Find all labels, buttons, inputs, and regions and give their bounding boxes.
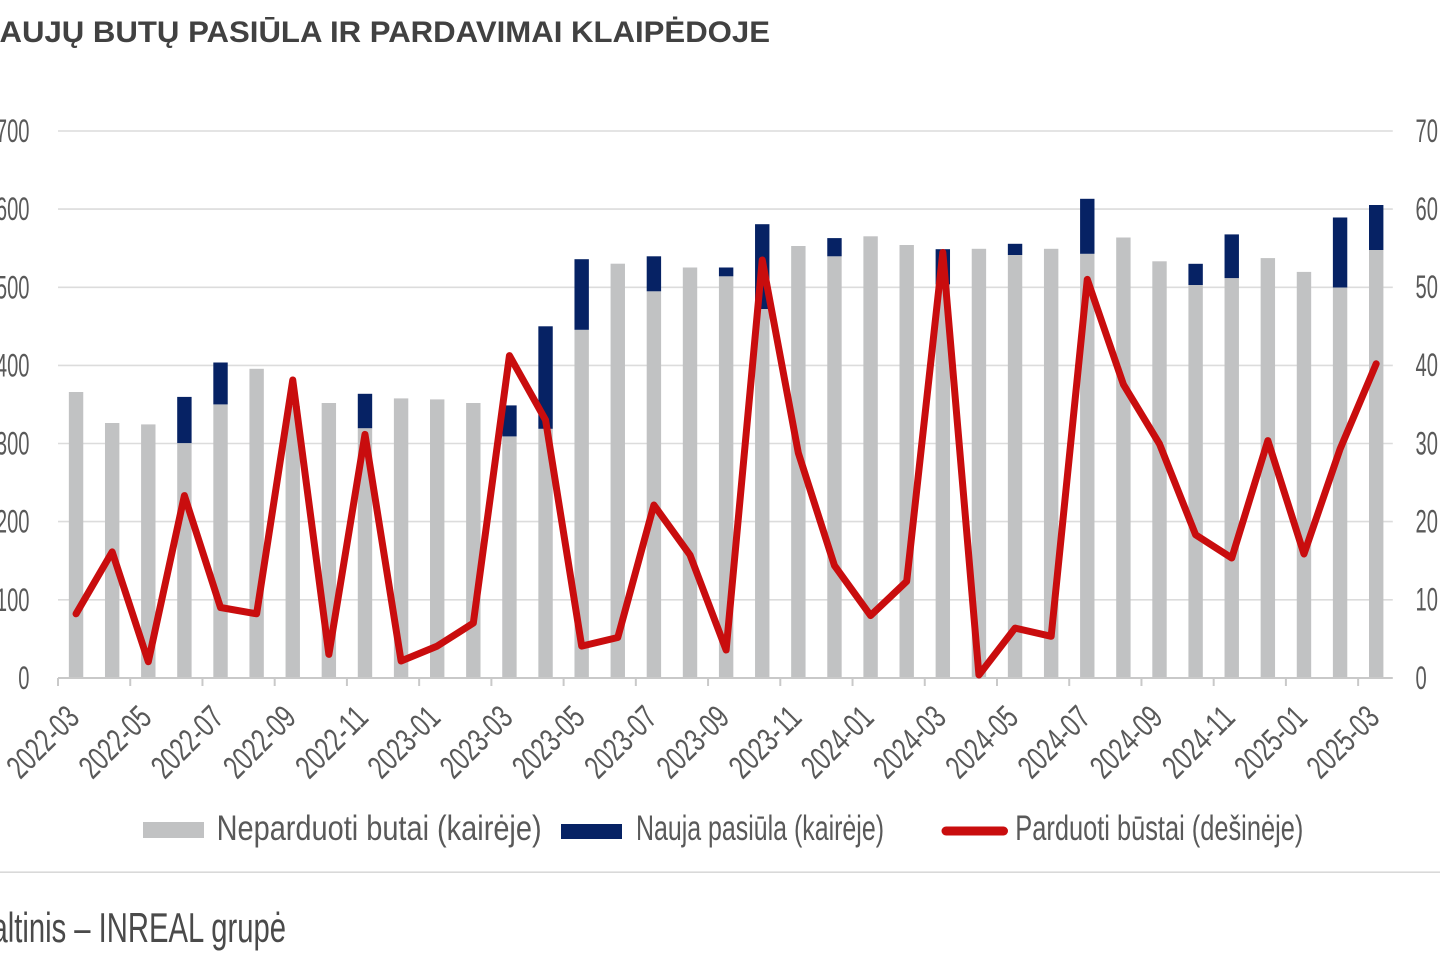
svg-text:20: 20: [1416, 503, 1438, 539]
svg-text:200: 200: [0, 504, 30, 540]
svg-text:0: 0: [18, 660, 29, 696]
svg-text:Nauja pasiūla (kairėje): Nauja pasiūla (kairėje): [636, 809, 884, 848]
svg-text:400: 400: [0, 347, 30, 383]
svg-text:50: 50: [1416, 269, 1438, 305]
svg-text:600: 600: [0, 191, 30, 227]
svg-text:NAUJŲ BUTŲ PASIŪLA IR PARDAVIM: NAUJŲ BUTŲ PASIŪLA IR PARDAVIMAI KLAIPĖD…: [0, 16, 770, 49]
svg-text:70: 70: [1416, 113, 1438, 149]
svg-text:700: 700: [0, 113, 30, 149]
svg-text:Neparduoti butai (kairėje): Neparduoti butai (kairėje): [217, 809, 542, 848]
svg-text:Parduoti būstai (dešinėje): Parduoti būstai (dešinėje): [1015, 809, 1303, 848]
svg-text:100: 100: [0, 582, 30, 618]
svg-text:500: 500: [0, 269, 30, 305]
svg-text:0: 0: [1416, 660, 1427, 696]
svg-text:40: 40: [1416, 347, 1438, 383]
svg-text:60: 60: [1416, 191, 1438, 227]
svg-text:300: 300: [0, 426, 30, 462]
svg-text:10: 10: [1416, 582, 1438, 618]
svg-text:Šaltinis – INREAL grupė: Šaltinis – INREAL grupė: [0, 904, 286, 951]
svg-text:30: 30: [1416, 425, 1438, 461]
